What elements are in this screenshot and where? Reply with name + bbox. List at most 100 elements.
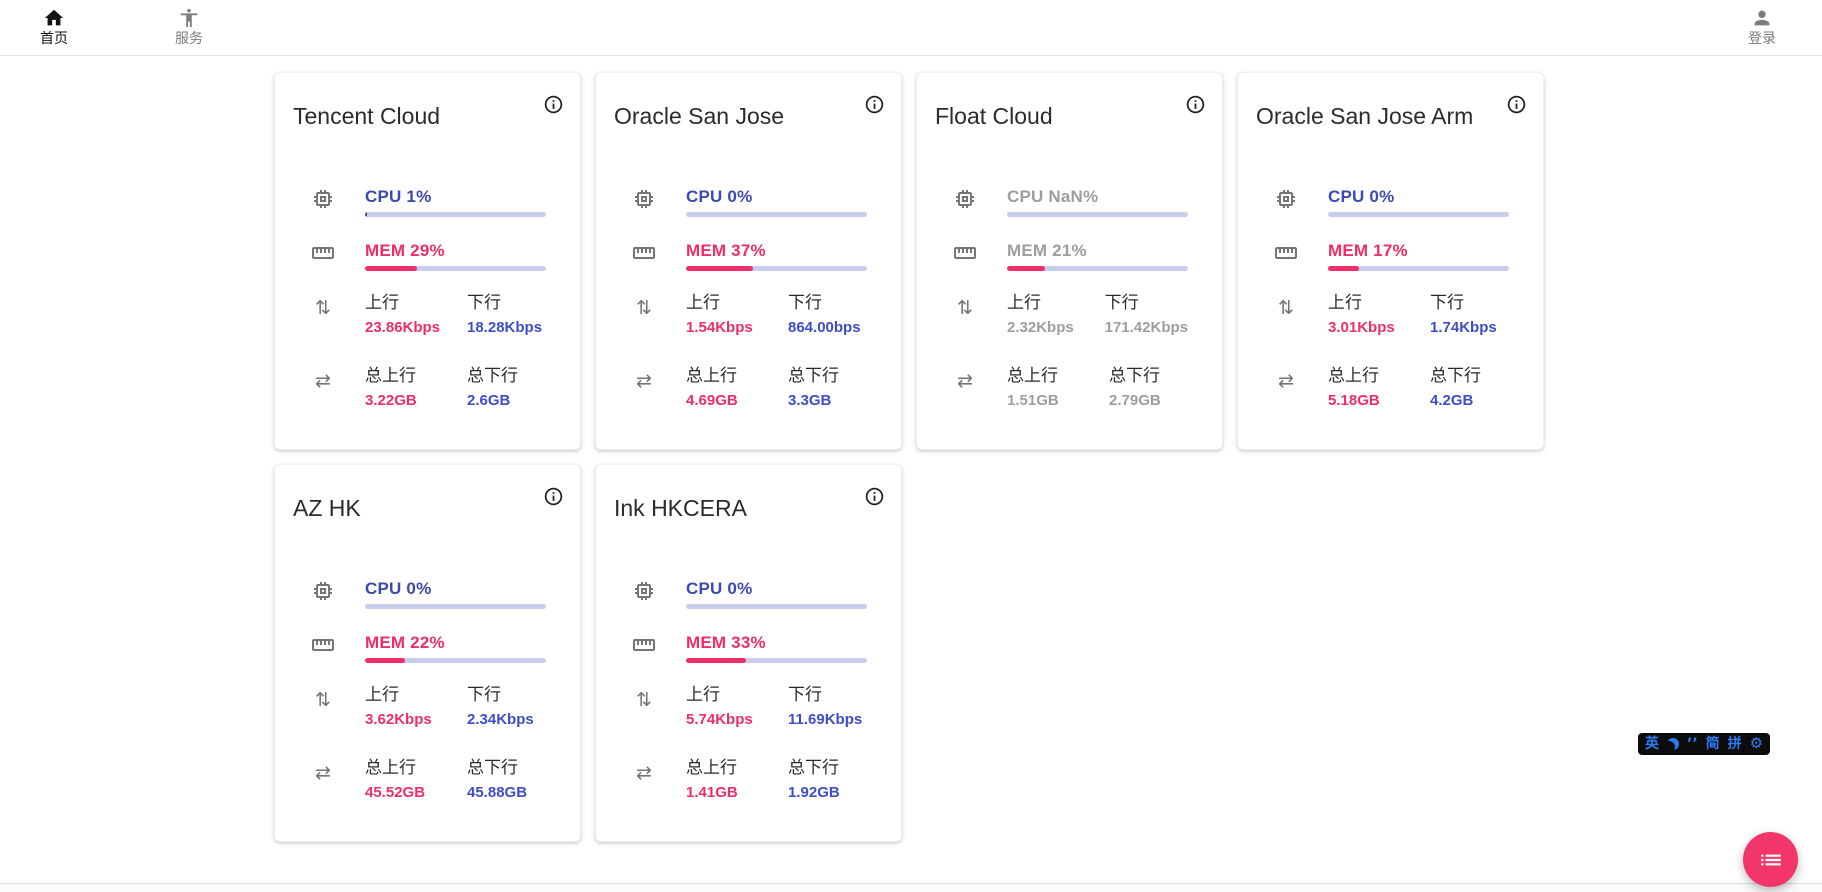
download-label: 下行 xyxy=(1430,293,1464,312)
server-card: Oracle San Jose Arm CPU 0% MEM 17% xyxy=(1237,72,1544,450)
download-label: 下行 xyxy=(467,685,501,704)
server-card-title: AZ HK xyxy=(293,495,361,521)
total-upload-value: 1.41GB xyxy=(686,784,738,801)
total-upload-value: 1.51GB xyxy=(1007,392,1059,409)
cpu-gauge-row: CPU 1% xyxy=(311,187,546,217)
info-icon xyxy=(1507,95,1526,114)
cpu-gauge-row: CPU 0% xyxy=(1274,187,1509,217)
total-download-value: 3.3GB xyxy=(788,392,832,409)
cpu-usage-label: CPU 0% xyxy=(686,187,753,206)
cpu-chip-icon xyxy=(953,187,977,211)
upload-label: 上行 xyxy=(686,293,720,312)
nav-item-services[interactable]: 服务 xyxy=(157,7,221,46)
total-download-label: 总下行 xyxy=(788,366,839,385)
ime-settings-gear-icon[interactable] xyxy=(1750,735,1763,753)
total-upload-label: 总上行 xyxy=(686,758,737,777)
info-icon xyxy=(544,95,563,114)
total-download-value: 4.2GB xyxy=(1430,392,1474,409)
cpu-chip-icon xyxy=(311,579,335,603)
download-label: 下行 xyxy=(788,293,822,312)
swap-vertical-arrows-icon: ⇅ xyxy=(315,689,331,711)
info-icon xyxy=(865,95,884,114)
server-card: Ink HKCERA CPU 0% MEM 33% xyxy=(595,464,902,842)
info-button[interactable] xyxy=(543,486,564,507)
mem-gauge-row: MEM 17% xyxy=(1274,241,1509,271)
server-card-title: Oracle San Jose xyxy=(614,103,785,129)
info-icon xyxy=(1186,95,1205,114)
download-speed-value: 11.69Kbps xyxy=(788,711,863,728)
info-button[interactable] xyxy=(864,94,885,115)
server-card-title: Oracle San Jose Arm xyxy=(1256,103,1474,129)
memory-ruler-icon xyxy=(1274,241,1298,265)
mem-gauge-row: MEM 22% xyxy=(311,633,546,663)
info-button[interactable] xyxy=(1185,94,1206,115)
nav-item-home[interactable]: 首页 xyxy=(22,7,86,46)
ime-toolbar[interactable]: 英 ’’ 简 拼 xyxy=(1638,733,1771,755)
memory-ruler-icon xyxy=(311,633,335,657)
nav-item-login-label: 登录 xyxy=(1748,30,1776,46)
upload-speed-value: 2.32Kbps xyxy=(1007,319,1074,336)
ime-pinyin-indicator[interactable]: 拼 xyxy=(1727,736,1742,752)
upload-label: 上行 xyxy=(365,293,399,312)
total-upload-label: 总上行 xyxy=(686,366,737,385)
server-card: AZ HK CPU 0% MEM 22% xyxy=(274,464,581,842)
info-button[interactable] xyxy=(864,486,885,507)
home-icon xyxy=(44,9,64,26)
network-speed-row: ⇅ 上行 3.01Kbps 下行 1.74Kbps xyxy=(1274,292,1509,336)
mem-progress-fill xyxy=(365,266,418,271)
cpu-progress-track xyxy=(365,212,546,217)
upload-speed-value: 3.62Kbps xyxy=(365,711,432,728)
mem-progress-fill xyxy=(1007,266,1045,271)
swap-vertical-arrows-icon: ⇅ xyxy=(1278,297,1294,319)
info-button[interactable] xyxy=(1506,94,1527,115)
total-upload-label: 总上行 xyxy=(365,758,416,777)
person-icon xyxy=(1754,10,1770,26)
total-traffic-row: ⇄ 总上行 5.18GB 总下行 4.2GB xyxy=(1274,365,1509,409)
server-card-title: Ink HKCERA xyxy=(614,495,747,521)
mem-progress-fill xyxy=(686,658,746,663)
cpu-gauge-row: CPU 0% xyxy=(632,579,867,609)
mem-progress-track xyxy=(1328,266,1509,271)
ime-fullwidth-moon-icon[interactable] xyxy=(1667,738,1679,750)
total-download-label: 总下行 xyxy=(1430,366,1481,385)
cpu-chip-icon xyxy=(632,579,656,603)
swap-horizontal-arrows-icon: ⇄ xyxy=(315,762,331,784)
total-traffic-row: ⇄ 总上行 3.22GB 总下行 2.6GB xyxy=(311,365,546,409)
total-download-label: 总下行 xyxy=(467,758,518,777)
mem-progress-fill xyxy=(686,266,753,271)
cpu-progress-track xyxy=(686,212,867,217)
total-download-value: 2.79GB xyxy=(1109,392,1161,409)
mem-usage-label: MEM 17% xyxy=(1328,241,1408,260)
swap-horizontal-arrows-icon: ⇄ xyxy=(636,370,652,392)
mem-gauge-row: MEM 21% xyxy=(953,241,1188,271)
download-speed-value: 18.28Kbps xyxy=(467,319,543,336)
ime-simplified-indicator[interactable]: 简 xyxy=(1705,736,1720,752)
cpu-progress-track xyxy=(1007,212,1188,217)
cards-grid: Tencent Cloud CPU 1% MEM 29% xyxy=(274,72,1544,842)
mem-usage-label: MEM 37% xyxy=(686,241,766,260)
download-speed-value: 2.34Kbps xyxy=(467,711,534,728)
cpu-usage-label: CPU 1% xyxy=(365,187,432,206)
cpu-gauge-row: CPU NaN% xyxy=(953,187,1188,217)
network-speed-row: ⇅ 上行 23.86Kbps 下行 18.28Kbps xyxy=(311,292,546,336)
swap-vertical-arrows-icon: ⇅ xyxy=(315,297,331,319)
upload-speed-value: 23.86Kbps xyxy=(365,319,441,336)
upload-speed-value: 3.01Kbps xyxy=(1328,319,1395,336)
info-button[interactable] xyxy=(543,94,564,115)
mem-progress-track xyxy=(686,266,867,271)
mem-progress-fill xyxy=(1328,266,1359,271)
cpu-progress-track xyxy=(365,604,546,609)
ime-punctuation-indicator[interactable]: ’’ xyxy=(1687,736,1698,752)
swap-horizontal-arrows-icon: ⇄ xyxy=(957,370,973,392)
cpu-chip-icon xyxy=(1274,187,1298,211)
network-speed-row: ⇅ 上行 2.32Kbps 下行 171.42Kbps xyxy=(953,292,1188,336)
cpu-usage-label: CPU NaN% xyxy=(1007,187,1099,206)
server-list-fab[interactable] xyxy=(1743,832,1798,887)
ime-lang-indicator[interactable]: 英 xyxy=(1645,736,1659,752)
download-label: 下行 xyxy=(788,685,822,704)
cpu-chip-icon xyxy=(632,187,656,211)
nav-item-login[interactable]: 登录 xyxy=(1730,7,1794,46)
mem-progress-track xyxy=(365,658,546,663)
swap-vertical-arrows-icon: ⇅ xyxy=(636,297,652,319)
nav-item-services-label: 服务 xyxy=(175,30,203,46)
